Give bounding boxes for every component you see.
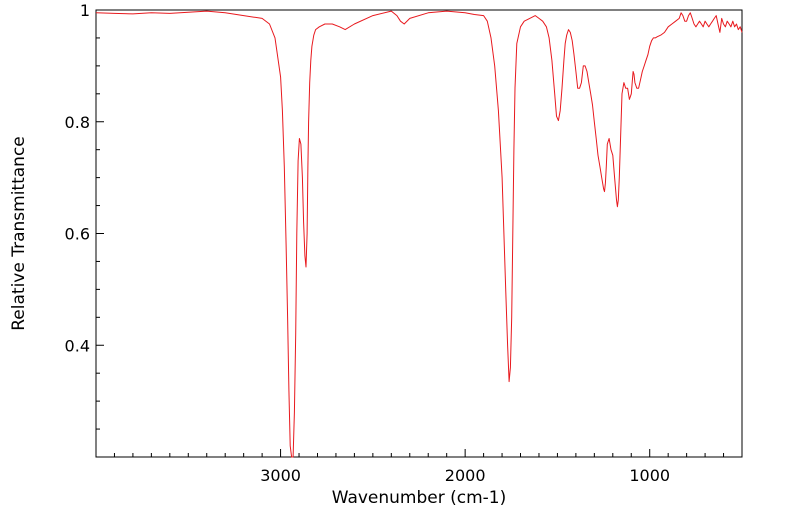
x-tick-label: 2000 [445, 466, 486, 485]
x-axis-title: Wavenumber (cm-1) [332, 488, 507, 508]
x-tick-label: 3000 [260, 466, 301, 485]
minor-ticks [96, 37, 725, 457]
y-tick-label: 0.8 [65, 113, 90, 132]
y-tick-label: 0.4 [65, 336, 90, 355]
y-tick-label: 1 [80, 1, 90, 20]
y-tick-label: 0.6 [65, 225, 90, 244]
y-tick-labels: 1 0.8 0.6 0.4 [65, 1, 90, 355]
y-axis-title: Relative Transmittance [9, 136, 29, 331]
plot-frame [95, 9, 743, 458]
major-ticks [96, 9, 651, 457]
x-tick-label: 1000 [629, 466, 670, 485]
plot-area-frame [95, 9, 743, 458]
x-tick-labels: 3000 2000 1000 [260, 466, 670, 485]
spectrum-line [95, 10, 743, 458]
